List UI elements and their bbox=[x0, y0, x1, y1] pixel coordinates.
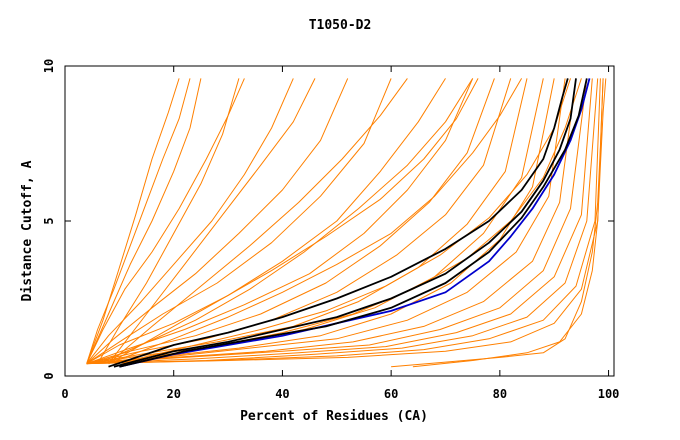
series-line-30 bbox=[412, 78, 607, 368]
y-axis-ticks: 0 5 10 bbox=[42, 59, 614, 380]
chart-title: T1050-D2 bbox=[309, 18, 372, 33]
x-tick-label: 60 bbox=[384, 387, 398, 401]
series-line-1 bbox=[86, 78, 180, 364]
series-line-8 bbox=[86, 78, 474, 365]
y-axis-label: Distance Cutoff, A bbox=[20, 160, 35, 301]
series-line-13 bbox=[86, 78, 555, 365]
series-line-0 bbox=[86, 78, 191, 364]
series-line-28 bbox=[97, 78, 240, 364]
x-tick-label: 40 bbox=[275, 387, 289, 401]
y-tick-label: 10 bbox=[42, 59, 56, 73]
series-line-7 bbox=[86, 78, 446, 365]
y-tick-label: 0 bbox=[42, 372, 56, 379]
series-line-27 bbox=[97, 78, 474, 365]
series-line-33 bbox=[108, 78, 569, 368]
series-line-31 bbox=[119, 78, 591, 368]
series-line-15 bbox=[86, 78, 577, 365]
x-tick-label: 80 bbox=[493, 387, 507, 401]
series-line-23 bbox=[108, 78, 408, 364]
series-line-16 bbox=[86, 78, 588, 365]
series-line-4 bbox=[86, 78, 294, 364]
series-line-17 bbox=[86, 78, 593, 365]
series-line-2 bbox=[86, 78, 202, 364]
series-layer bbox=[86, 78, 607, 368]
series-line-3 bbox=[86, 78, 245, 364]
series-line-25 bbox=[130, 78, 571, 361]
series-line-9 bbox=[86, 78, 495, 365]
x-tick-label: 20 bbox=[166, 387, 180, 401]
series-line-29 bbox=[391, 78, 604, 368]
series-line-5 bbox=[86, 78, 349, 364]
series-line-6 bbox=[86, 78, 392, 365]
series-line-12 bbox=[86, 78, 544, 365]
series-line-24 bbox=[108, 78, 316, 364]
series-line-22 bbox=[108, 78, 479, 365]
x-tick-label: 100 bbox=[598, 387, 620, 401]
y-tick-label: 5 bbox=[42, 217, 56, 224]
series-line-32 bbox=[113, 78, 577, 368]
series-line-19 bbox=[86, 78, 601, 365]
series-line-34 bbox=[119, 78, 588, 368]
series-line-10 bbox=[86, 78, 512, 365]
series-line-11 bbox=[86, 78, 528, 365]
series-line-14 bbox=[86, 78, 566, 365]
series-line-21 bbox=[108, 78, 523, 365]
series-line-20 bbox=[86, 78, 604, 365]
x-axis-label: Percent of Residues (CA) bbox=[240, 409, 428, 424]
x-tick-label: 0 bbox=[61, 387, 68, 401]
series-line-18 bbox=[86, 78, 599, 365]
x-axis-ticks: 0 20 40 60 80 100 bbox=[61, 66, 619, 401]
